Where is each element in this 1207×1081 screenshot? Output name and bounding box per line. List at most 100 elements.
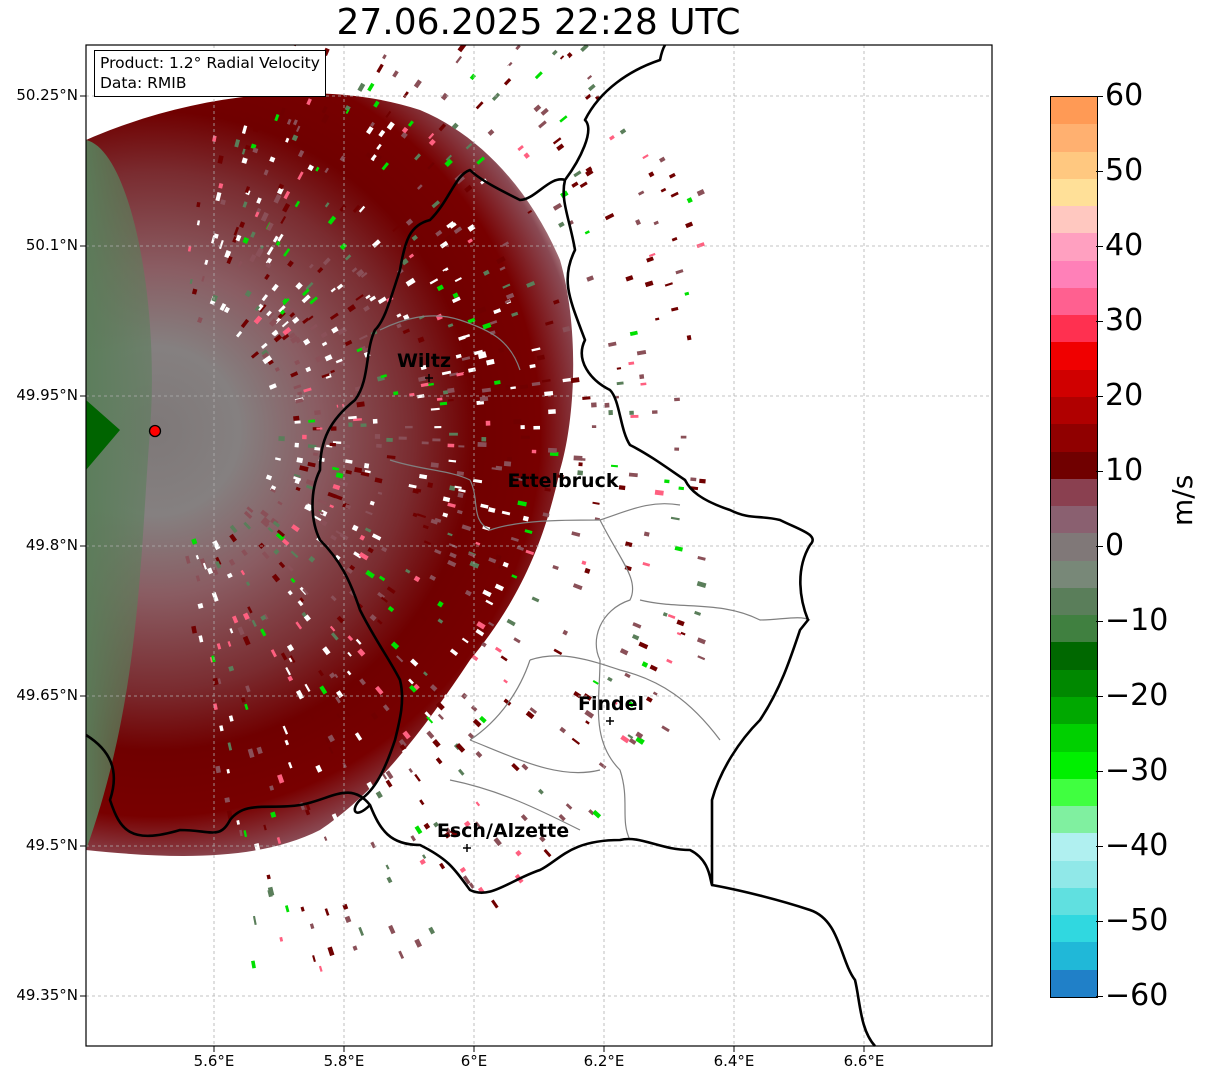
radar-speckle	[493, 380, 501, 385]
radar-speckle	[571, 181, 579, 188]
radar-speckle	[670, 306, 679, 312]
radar-speckle	[391, 66, 397, 73]
radar-speckle	[254, 305, 261, 312]
radar-speckle	[236, 330, 243, 338]
radar-speckle	[480, 503, 489, 509]
radar-speckle	[497, 742, 506, 751]
radar-speckle	[287, 675, 294, 682]
radar-speckle	[271, 573, 281, 583]
radar-speckle	[231, 615, 239, 624]
radar-speckle	[334, 554, 341, 561]
radar-speckle	[260, 509, 269, 518]
radar-speckle	[242, 612, 250, 621]
radar-speckle	[461, 637, 469, 644]
radar-speckle	[625, 699, 635, 708]
radar-speckle	[616, 381, 624, 386]
radar-speckle	[247, 606, 253, 614]
radar-speckle	[543, 848, 552, 858]
radar-speckle	[226, 768, 230, 774]
radar-speckle	[548, 409, 556, 415]
radar-speckle	[269, 785, 275, 791]
radar-speckle	[479, 715, 487, 724]
radar-speckle	[294, 442, 299, 448]
radar-speckle	[282, 202, 291, 213]
radar-speckle	[475, 101, 484, 110]
radar-speckle	[531, 347, 541, 352]
radar-speckle	[433, 821, 439, 828]
radar-speckle	[654, 489, 664, 496]
radar-speckle	[444, 158, 453, 168]
radar-speckle	[648, 171, 655, 178]
radar-speckle	[318, 965, 323, 972]
colorbar-tick-mark	[1096, 696, 1103, 697]
colorbar-segment	[1051, 533, 1097, 562]
radar-speckle	[243, 510, 253, 519]
radar-speckle	[282, 725, 289, 735]
colorbar-segment	[1051, 887, 1097, 916]
radar-speckle	[402, 730, 411, 740]
radar-speckle	[529, 630, 538, 638]
radar-speckle	[195, 575, 201, 582]
radar-speckle	[287, 761, 293, 769]
radar-speckle	[297, 149, 305, 158]
radar-speckle	[335, 696, 342, 704]
radar-speckle	[585, 93, 592, 100]
radar-speckle	[387, 605, 395, 613]
radar-speckle	[294, 200, 301, 208]
radar-echo-layer	[86, 45, 707, 974]
radar-speckle	[323, 836, 328, 841]
radar-speckle	[414, 825, 423, 835]
radar-speckle	[253, 126, 259, 133]
radar-speckle	[263, 169, 269, 176]
radar-speckle	[408, 678, 414, 685]
radar-speckle	[417, 336, 425, 344]
radar-speckle	[396, 323, 402, 329]
radar-speckle	[267, 359, 274, 366]
radar-speckle	[562, 377, 572, 383]
city-label-esch-alzette: Esch/Alzette	[436, 820, 570, 842]
radar-speckle	[608, 409, 613, 416]
radar-speckle	[245, 116, 250, 123]
radar-speckle	[288, 657, 294, 663]
radar-speckle	[531, 449, 537, 454]
radar-speckle	[437, 713, 444, 720]
colorbar-tick-label: −60	[1105, 978, 1169, 1013]
radar-speckle	[557, 474, 564, 479]
radar-speckle	[447, 323, 454, 328]
radar-speckle	[506, 618, 516, 627]
radar-speckle	[376, 619, 383, 625]
radar-speckle	[521, 763, 529, 771]
radar-speckle	[593, 367, 602, 374]
radar-speckle	[483, 269, 490, 276]
radar-speckle	[374, 154, 382, 163]
lon-label: 6°E	[460, 1052, 488, 1070]
radar-speckle	[491, 92, 501, 101]
radar-speckle	[642, 562, 651, 567]
radar-speckle	[367, 82, 375, 92]
radar-speckle	[335, 472, 344, 479]
radar-speckle	[204, 259, 209, 266]
radar-speckle	[265, 474, 273, 481]
radar-speckle	[243, 830, 248, 838]
radar-speckle	[423, 822, 431, 830]
radar-speckle	[641, 661, 649, 668]
radar-speckle	[392, 70, 399, 78]
radar-speckle	[278, 561, 286, 569]
radar-speckle	[422, 524, 429, 530]
radar-speckle	[359, 534, 366, 541]
radar-speckle	[418, 376, 427, 382]
radar-speckle	[610, 464, 618, 468]
radar-speckle	[430, 462, 439, 468]
radar-speckle	[295, 486, 301, 492]
radar-speckle	[624, 408, 629, 413]
colorbar-tick-label: 60	[1105, 78, 1144, 113]
radar-speckle	[426, 857, 433, 866]
radar-speckle	[438, 123, 447, 132]
radar-speckle	[439, 401, 448, 406]
radar-speckle	[609, 135, 615, 141]
radar-speckle	[503, 461, 512, 467]
radar-speckle	[262, 516, 271, 525]
radar-speckle	[307, 444, 317, 449]
colorbar-segment	[1051, 833, 1097, 862]
radar-speckle	[436, 284, 444, 292]
